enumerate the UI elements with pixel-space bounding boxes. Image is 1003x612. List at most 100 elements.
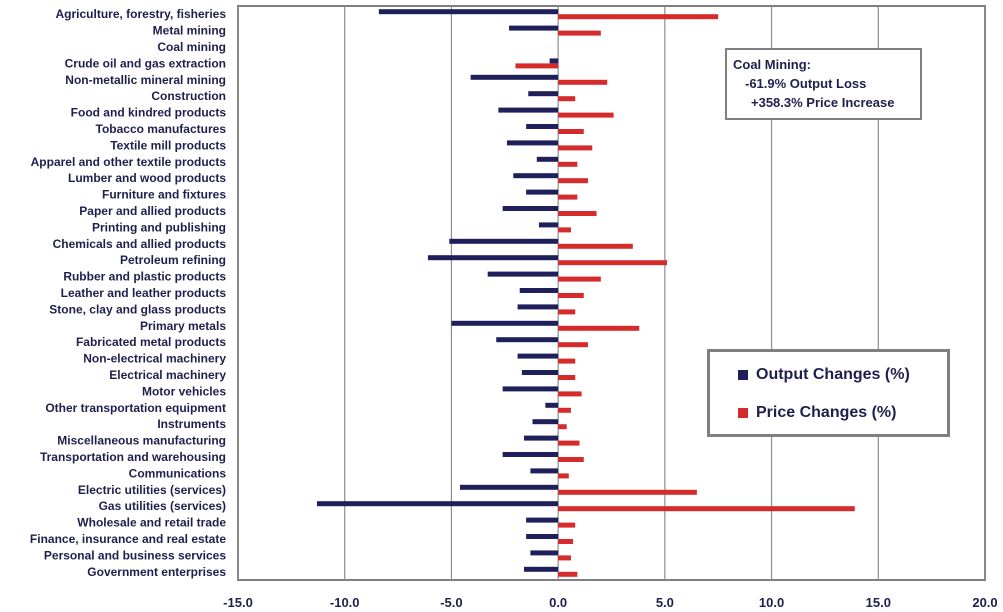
category-label: Communications xyxy=(129,466,227,480)
category-label: Chemicals and allied products xyxy=(53,237,227,251)
category-label: Non-electrical machinery xyxy=(83,352,226,366)
bar-price xyxy=(558,129,584,134)
x-tick-label: 5.0 xyxy=(656,595,674,610)
category-label: Lumber and wood products xyxy=(68,171,226,185)
bar-output xyxy=(519,288,559,293)
bar-price xyxy=(558,309,576,315)
category-label: Agriculture, forestry, fisheries xyxy=(56,7,227,21)
bar-output xyxy=(459,484,559,490)
category-label: Food and kindred products xyxy=(71,106,227,120)
category-label: Tobacco manufactures xyxy=(96,122,227,136)
x-tick-label: -10.0 xyxy=(330,595,360,610)
bar-price xyxy=(558,391,582,397)
category-label: Instruments xyxy=(157,417,226,431)
bar-output xyxy=(513,173,559,179)
category-label: Government enterprises xyxy=(87,565,226,579)
bar-output xyxy=(496,337,559,343)
bar-output xyxy=(526,534,559,539)
bar-output xyxy=(427,255,559,261)
bar-price xyxy=(558,194,578,200)
bar-price xyxy=(558,358,576,364)
coal-mining-callout: Coal Mining: -61.9% Output Loss +358.3% … xyxy=(725,48,922,120)
callout-output-loss: -61.9% Output Loss xyxy=(745,76,867,91)
bar-output xyxy=(498,107,559,113)
bar-price xyxy=(558,571,578,577)
bar-price xyxy=(558,407,571,413)
bar-price xyxy=(558,325,640,331)
bar-output xyxy=(470,74,559,80)
category-label: Stone, clay and glass products xyxy=(49,302,226,316)
bar-output xyxy=(530,468,559,474)
bar-output xyxy=(509,25,559,31)
category-label: Motor vehicles xyxy=(142,384,226,398)
bar-output xyxy=(517,353,559,359)
category-label: Finance, insurance and real estate xyxy=(30,532,226,546)
category-label: Textile mill products xyxy=(110,138,226,152)
legend-item-price: Price Changes (%) xyxy=(738,404,896,422)
bar-price xyxy=(558,178,589,184)
category-label: Printing and publishing xyxy=(92,220,226,234)
bar-price xyxy=(558,489,697,495)
bar-price xyxy=(558,227,571,233)
bar-price xyxy=(558,440,580,446)
bar-price xyxy=(558,79,608,85)
x-tick-label: -15.0 xyxy=(223,595,253,610)
bar-price xyxy=(558,30,601,36)
bar-output xyxy=(526,124,559,129)
bar-price xyxy=(558,293,584,298)
bar-price xyxy=(558,276,601,282)
bar-output xyxy=(506,140,559,146)
bar-price xyxy=(558,342,589,348)
legend-item-output: Output Changes (%) xyxy=(738,366,910,384)
category-label: Electric utilities (services) xyxy=(78,483,226,497)
bar-output xyxy=(532,419,559,425)
bar-output xyxy=(451,320,559,326)
bar-price xyxy=(558,506,855,512)
legend: Output Changes (%) Price Changes (%) xyxy=(707,349,950,437)
bar-output xyxy=(528,91,559,97)
bar-output xyxy=(545,402,559,408)
category-label: Electrical machinery xyxy=(109,368,226,382)
category-label: Transportation and warehousing xyxy=(40,450,226,464)
category-label: Paper and allied products xyxy=(79,204,226,218)
category-label: Furniture and fixtures xyxy=(102,188,226,202)
bar-output xyxy=(523,566,559,572)
bar-price xyxy=(558,473,569,479)
x-tick-label: 20.0 xyxy=(972,595,997,610)
bar-price xyxy=(558,260,667,266)
bar-price xyxy=(558,457,584,462)
legend-label-output: Output Changes (%) xyxy=(756,366,910,383)
bar-output xyxy=(538,222,559,228)
bar-price xyxy=(558,522,576,528)
callout-title: Coal Mining: xyxy=(733,57,811,72)
bar-price xyxy=(558,145,593,151)
category-label: Metal mining xyxy=(153,24,226,38)
category-label: Leather and leather products xyxy=(61,286,227,300)
x-axis-tick-labels: -15.0 -10.0 -5.0 0.0 5.0 10.0 15.0 20.0 xyxy=(223,595,997,610)
category-label: Other transportation equipment xyxy=(45,401,226,415)
bar-output xyxy=(523,435,559,441)
category-label: Non-metallic mineral mining xyxy=(65,73,226,87)
category-label: Crude oil and gas extraction xyxy=(65,56,226,70)
category-label: Primary metals xyxy=(140,319,226,333)
bar-price xyxy=(558,243,633,249)
category-label: Wholesale and retail trade xyxy=(77,516,226,530)
bar-output xyxy=(378,9,559,15)
bar-output xyxy=(316,501,559,507)
bar-output xyxy=(502,452,559,457)
bar-price xyxy=(558,424,567,430)
bar-price xyxy=(558,112,614,118)
bar-price xyxy=(515,63,559,69)
bar-price xyxy=(558,211,597,216)
bar-output xyxy=(526,189,559,195)
x-tick-label: 15.0 xyxy=(866,595,891,610)
x-tick-label: 10.0 xyxy=(759,595,784,610)
category-label: Coal mining xyxy=(157,40,226,54)
legend-label-price: Price Changes (%) xyxy=(756,404,897,421)
legend-swatch-output xyxy=(738,370,748,380)
x-tick-label: 0.0 xyxy=(549,595,567,610)
legend-swatch-price xyxy=(738,408,748,418)
bars xyxy=(316,9,855,577)
category-label: Construction xyxy=(151,89,226,103)
